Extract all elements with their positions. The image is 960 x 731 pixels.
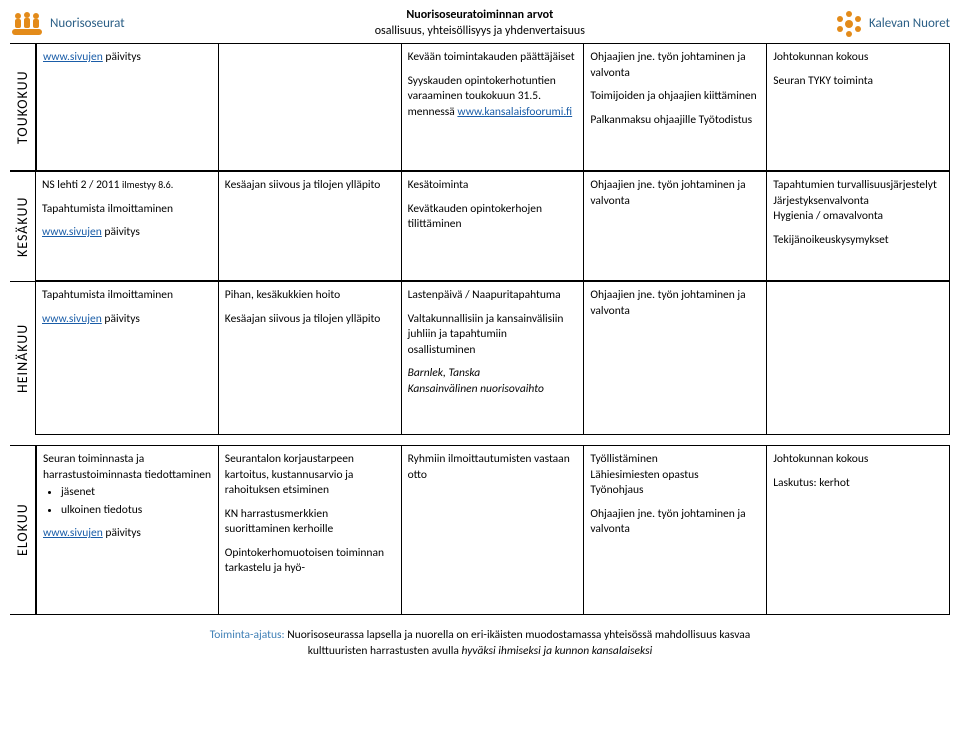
cell-touko-3: Kevään toimintakauden päättäjäiset Syysk… [402, 43, 585, 171]
text: Kansainvälinen nuorisovaihto [408, 382, 578, 398]
footer-line2a: kulttuuristen harrastusten avulla [308, 644, 462, 658]
month-label-kesakuu: KESÄKUU [10, 171, 36, 281]
text: ilmestyy 8.6. [122, 178, 173, 191]
text: Palkanmaksu ohjaajille Työtodistus [590, 113, 760, 129]
month-label-heinakuu: HEINÄKUU [10, 281, 36, 435]
text: Järjestyksenvalvonta [773, 194, 943, 210]
link-kansalaisfoorumi[interactable]: www.kansalaisfoorumi.fi [457, 105, 572, 119]
text: Lastenpäivä / Naapuritapahtuma [408, 288, 578, 304]
text: Johtokunnan kokous [773, 50, 943, 66]
page-header: Nuorisoseurat Nuorisoseuratoiminnan arvo… [10, 8, 950, 39]
text: päivitys [102, 225, 140, 239]
logo-nuorisoseurat: Nuorisoseurat [10, 10, 125, 38]
cell-heina-2: Pihan, kesäkukkien hoito Kesäajan siivou… [219, 281, 402, 435]
cell-heina-3: Lastenpäivä / Naapuritapahtuma Valtakunn… [402, 281, 585, 435]
text: Lähiesimiesten opastus [590, 468, 760, 484]
page-subtitle: osallisuus, yhteisöllisyys ja yhdenverta… [375, 24, 585, 40]
text: Ohjaajien jne. työn johtaminen ja valvon… [590, 288, 760, 319]
text: Tapahtumien turvallisuusjärjestelyt [773, 178, 943, 194]
text: Tekijänoikeuskysymykset [773, 233, 943, 249]
text: NS lehti 2 / 2011 [42, 178, 122, 192]
text: Työnohjaus [590, 483, 760, 499]
cell-kesa-1: NS lehti 2 / 2011 ilmestyy 8.6. Tapahtum… [36, 171, 219, 281]
text: Barnlek, Tanska [408, 366, 578, 382]
cell-kesa-2: Kesäajan siivous ja tilojen ylläpito [219, 171, 402, 281]
page-title: Nuorisoseuratoiminnan arvot [375, 8, 585, 24]
text: päivitys [103, 50, 141, 64]
link-sivujen[interactable]: www.sivujen [42, 225, 102, 239]
table-block-b: ELOKUU Seuran toiminnasta ja harrastusto… [10, 445, 950, 615]
link-sivujen[interactable]: www.sivujen [42, 312, 102, 326]
text: Pihan, kesäkukkien hoito [225, 288, 395, 304]
logo-kalevan-icon [835, 10, 863, 38]
text: Toimijoiden ja ohjaajien kiittäminen [590, 89, 760, 105]
cell-touko-4: Ohjaajien jne. työn johtaminen ja valvon… [584, 43, 767, 171]
footer-line2b: hyväksi ihmiseksi ja kunnon kansalaiseks… [462, 644, 653, 658]
text: Työllistäminen [590, 452, 760, 468]
text: Ohjaajien jne. työn johtaminen ja valvon… [590, 178, 760, 209]
text: Kevätkauden opintokerhojen tilittäminen [408, 202, 578, 233]
text: Tapahtumista ilmoittaminen [42, 202, 212, 218]
cell-kesa-4: Ohjaajien jne. työn johtaminen ja valvon… [584, 171, 767, 281]
page-title-block: Nuorisoseuratoiminnan arvot osallisuus, … [375, 8, 585, 39]
cell-heina-1: Tapahtumista ilmoittaminen www.sivujen p… [36, 281, 219, 435]
footer-label: Toiminta-ajatus: [210, 628, 288, 642]
text: Hygienia / omavalvonta [773, 209, 943, 225]
text: Johtokunnan kokous [773, 452, 943, 468]
text: päivitys [103, 526, 141, 540]
text: KN harrastusmerkkien suorittaminen kerho… [225, 507, 395, 538]
cell-elo-4: Työllistäminen Lähiesimiesten opastus Ty… [584, 445, 767, 615]
footer-line1: Nuorisoseurassa lapsella ja nuorella on … [287, 628, 750, 642]
cell-elo-3: Ryhmiin ilmoittautumisten vastaan otto [402, 445, 585, 615]
link-sivujen[interactable]: www.sivujen [43, 526, 103, 540]
list-item: ulkoinen tiedotus [61, 503, 212, 519]
cell-elo-2: Seurantalon korjaustarpeen kartoitus, ku… [219, 445, 402, 615]
text: Kesäajan siivous ja tilojen ylläpito [225, 312, 395, 328]
cell-heina-4: Ohjaajien jne. työn johtaminen ja valvon… [584, 281, 767, 435]
text: päivitys [102, 312, 140, 326]
link-sivujen[interactable]: www.sivujen [43, 50, 103, 64]
table-block-a: TOUKOKUU KESÄKUU HEINÄKUU www.sivujen pä… [10, 43, 950, 435]
cell-touko-5: Johtokunnan kokous Seuran TYKY toiminta [767, 43, 950, 171]
logo-nuorisoseurat-icon [10, 10, 44, 38]
cell-kesa-3: Kesätoiminta Kevätkauden opintokerhojen … [402, 171, 585, 281]
text: Opintokerhomuotoisen toiminnan tarkastel… [225, 546, 395, 577]
bullet-list: jäsenet ulkoinen tiedotus [43, 485, 212, 518]
logo-kalevan: Kalevan Nuoret [835, 10, 950, 38]
list-item: jäsenet [61, 485, 212, 501]
logo-kalevan-label: Kalevan Nuoret [869, 16, 950, 31]
month-label-toukokuu: TOUKOKUU [10, 43, 36, 171]
text: Kevään toimintakauden päättäjäiset [408, 50, 578, 66]
text: Laskutus: kerhot [773, 476, 943, 492]
cell-kesa-5: Tapahtumien turvallisuusjärjestelyt Järj… [767, 171, 950, 281]
text: Ryhmiin ilmoittautumisten vastaan otto [408, 452, 578, 483]
text: Seuran toiminnasta ja harrastustoiminnas… [43, 452, 212, 483]
text: Kesätoiminta [408, 178, 578, 194]
page-footer: Toiminta-ajatus: Nuorisoseurassa lapsell… [10, 627, 950, 659]
logo-nuorisoseurat-label: Nuorisoseurat [50, 16, 125, 31]
cell-elo-5: Johtokunnan kokous Laskutus: kerhot [767, 445, 950, 615]
cell-touko-2 [219, 43, 402, 171]
text: Ohjaajien jne. työn johtaminen ja valvon… [590, 50, 760, 81]
text: Tapahtumista ilmoittaminen [42, 288, 212, 304]
text: Kesäajan siivous ja tilojen ylläpito [225, 178, 395, 194]
cell-elo-1: Seuran toiminnasta ja harrastustoiminnas… [36, 445, 219, 615]
text: Valtakunnallisiin ja kansainvälisiin juh… [408, 312, 578, 359]
text: Ohjaajien jne. työn johtaminen ja valvon… [590, 507, 760, 538]
cell-heina-5 [767, 281, 950, 435]
text: Seurantalon korjaustarpeen kartoitus, ku… [225, 452, 395, 499]
month-label-elokuu: ELOKUU [10, 445, 36, 615]
cell-touko-1: www.sivujen päivitys [36, 43, 219, 171]
text: Seuran TYKY toiminta [773, 74, 943, 90]
